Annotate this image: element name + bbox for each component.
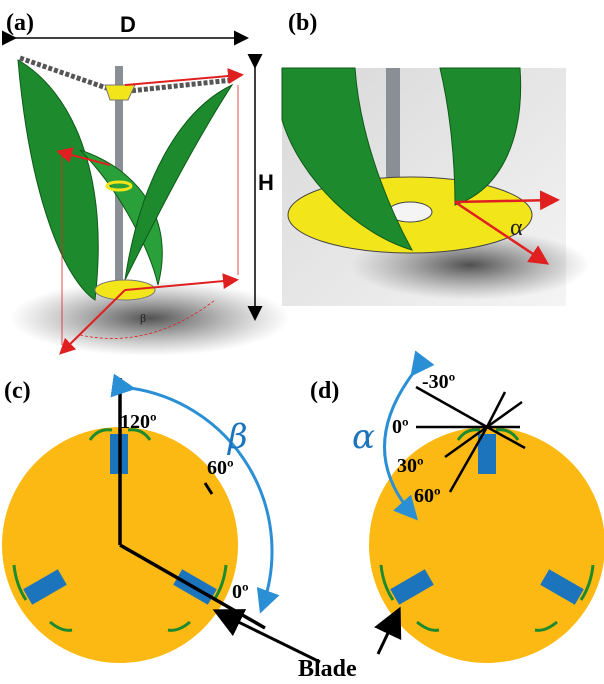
panel-b-label: (b) <box>288 10 317 36</box>
beta-label-c: β <box>226 417 248 457</box>
blade-arrow-left <box>212 609 321 664</box>
angle-label-c-60: 60º <box>207 457 234 479</box>
angle-label-d-60: 60º <box>414 485 441 507</box>
angle-line-d-ext1 <box>486 400 523 429</box>
red-arrow-left <box>56 147 111 166</box>
angle-label-d-0: 0º <box>392 416 409 438</box>
angle-label-d-minus30: -30º <box>422 371 456 393</box>
angle-line-d-60 <box>448 426 489 493</box>
blade-root-c-left <box>23 569 67 605</box>
blade-arrow-right <box>374 606 402 655</box>
panel-d: (d) α -30º 0º 30º 60º <box>310 350 604 663</box>
panel-a-label: (a) <box>6 10 34 36</box>
angle-label-d-30: 30º <box>397 455 424 477</box>
blade-root-d-right <box>540 569 584 605</box>
red-arrow-base-down <box>59 289 126 355</box>
support-arm-left <box>19 55 119 95</box>
beta-arc-c <box>110 373 280 614</box>
blade-arc-c-top-l <box>88 428 113 441</box>
angle-line-d-minus30 <box>415 385 488 429</box>
blade-arc-d-top-r <box>495 428 520 441</box>
red-arrow-base <box>124 273 239 291</box>
blade-arc-d-top-l <box>456 428 481 441</box>
beta-label-a: β <box>140 311 146 325</box>
panel-c: (c) β 120º 60º 0º <box>2 373 280 663</box>
turbine-shadow <box>10 280 290 356</box>
blade-arc-d-left-b <box>416 620 440 632</box>
support-arm-right <box>119 77 233 95</box>
red-arrow-top <box>124 68 244 86</box>
top-hub <box>104 84 136 101</box>
mid-ring <box>105 180 133 192</box>
panel-c-label: (c) <box>4 378 31 404</box>
blade-label: Blade <box>298 656 357 682</box>
angle-line-d-ext3 <box>486 425 526 450</box>
blade-arc-c-right-b <box>167 620 191 632</box>
blade-root-d-left <box>390 569 434 605</box>
blade-left <box>17 59 99 301</box>
blade-right <box>124 83 234 281</box>
dim-d-label: D <box>120 12 136 37</box>
angle-line-d-ext2 <box>485 391 507 428</box>
blade-arc-d-right-a <box>579 564 595 601</box>
alpha-arc-d <box>383 350 435 521</box>
blade-callout: Blade <box>212 606 402 682</box>
blade-arc-c-left-b <box>49 620 73 632</box>
red-arrow-b1 <box>454 190 560 211</box>
panel-d-label: (d) <box>310 378 339 404</box>
blade-b-left <box>281 67 414 251</box>
blade-arc-c-left-a <box>12 564 28 601</box>
angle-label-c-120: 120º <box>120 411 157 433</box>
red-arrow-b2 <box>454 200 550 265</box>
beta-arc-a <box>79 299 216 339</box>
panel-a: (a) D H β <box>2 10 290 356</box>
alpha-label-d: α <box>352 417 375 457</box>
angle-line-d-30 <box>444 425 488 459</box>
blade-arc-d-right-b <box>534 620 558 632</box>
alpha-label-b: α <box>510 215 523 241</box>
blade-root-d-top <box>478 434 496 474</box>
angle-label-c-0: 0º <box>232 581 249 603</box>
dim-h-label: H <box>258 170 274 195</box>
panel-b: (b) α <box>281 10 590 306</box>
blade-arc-d-left-a <box>379 564 395 601</box>
